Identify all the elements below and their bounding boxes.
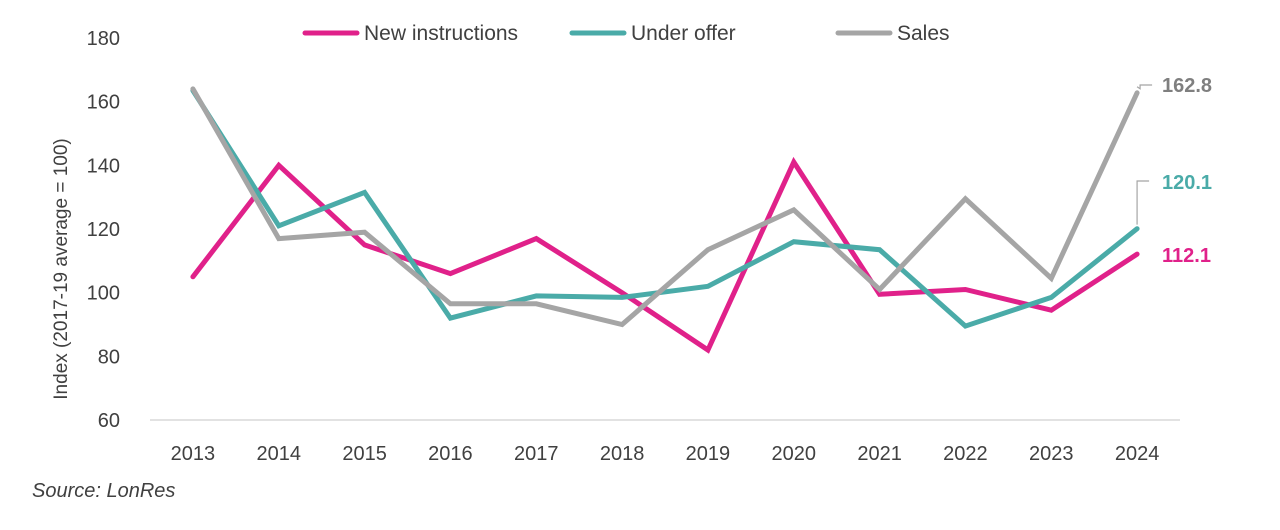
series-line-sales [190,86,1140,328]
y-tick-label: 60 [98,410,120,432]
x-tick-label: 2015 [342,443,387,465]
end-labels: 162.8 120.1 112.1 [1136,75,1212,267]
y-tick-label: 160 [87,92,120,114]
y-tick-label: 180 [87,28,120,50]
legend-label: Sales [897,22,950,45]
y-tick-label: 140 [87,155,120,177]
line-chart: 60 80 100 120 140 160 180 2013 2014 2015 2016 2017 2… [51,22,1212,465]
series-lines [190,86,1140,354]
leader-line [1136,180,1150,225]
x-tick-label: 2019 [686,443,731,465]
y-axis-title: Index (2017-19 average = 100) [51,138,72,399]
x-tick-label: 2016 [428,443,473,465]
axes: 60 80 100 120 140 160 180 2013 2014 2015 2016 2017 2… [51,28,1180,465]
x-tick-label: 2014 [257,443,302,465]
legend-label: New instructions [364,22,518,45]
x-tick-label: 2017 [514,443,559,465]
legend-label: Under offer [631,22,736,45]
x-tick-label: 2013 [171,443,216,465]
y-tick-label: 80 [98,346,120,368]
y-tick-label: 120 [87,219,120,241]
series-line-new-instructions [190,156,1140,354]
y-tick-label: 100 [87,283,120,305]
end-label-sales: 162.8 [1162,75,1212,97]
x-tick-label: 2022 [943,443,988,465]
legend: New instructions Under offer Sales [302,22,950,45]
x-tick-label: 2021 [857,443,902,465]
x-tick-label: 2023 [1029,443,1074,465]
x-tick-label: 2020 [772,443,817,465]
source-note: Source: LonRes [32,480,176,502]
x-tick-label: 2024 [1115,443,1160,465]
end-label-new-instructions: 112.1 [1162,245,1211,267]
x-tick-label: 2018 [600,443,645,465]
end-label-under-offer: 120.1 [1162,172,1212,194]
series-line-under-offer [190,88,1140,329]
leader-line [1136,84,1153,90]
